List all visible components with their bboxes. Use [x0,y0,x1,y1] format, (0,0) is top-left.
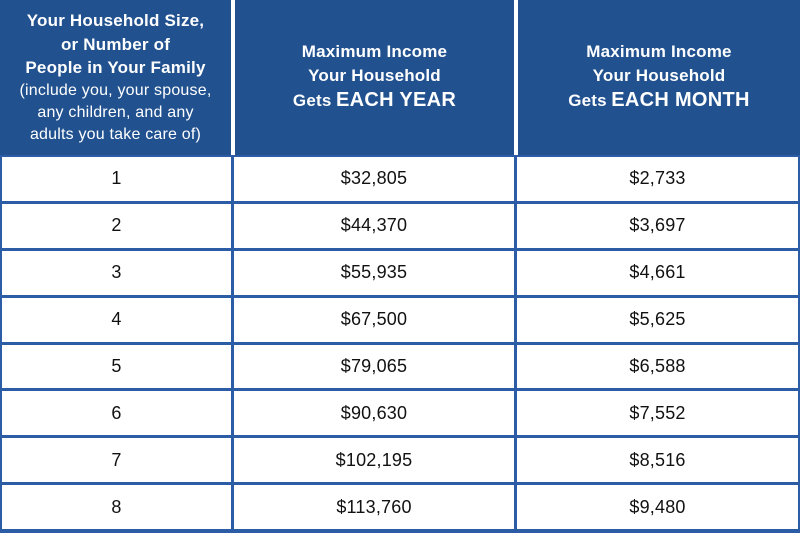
household-size-cell: 7 [111,449,122,470]
yearly-income-cell: $90,630 [231,391,514,436]
table-row: 5 $79,065 $6,588 [2,344,798,392]
monthly-income-cell: $8,516 [514,438,798,483]
monthly-income-cell: $3,697 [514,203,798,248]
household-size-cell: 6 [111,402,122,423]
header-line: Your Household Size, [26,11,205,31]
table-row: 4 $67,500 $5,625 [2,297,798,345]
household-size-cell: 3 [111,262,122,283]
table-row: 2 $44,370 $3,697 [2,203,798,251]
monthly-income-cell: $5,625 [514,297,798,342]
monthly-income-cell: $6,588 [514,344,798,389]
monthly-income-cell: $4,661 [514,250,798,295]
header-line: or Number of [60,34,171,54]
table-header-row: Your Household Size, or Number of People… [0,0,800,157]
household-size-cell: 8 [111,496,122,517]
table-row: 7 $102,195 $8,516 [2,438,798,486]
household-size-cell: 1 [111,168,122,189]
table-row: 6 $90,630 $7,552 [2,391,798,439]
header-line: Gets EACH MONTH [568,87,750,115]
header-line: Gets EACH YEAR [293,87,456,115]
header-line: (include you, your spouse, [19,81,212,99]
yearly-income-cell: $113,760 [231,485,514,529]
header-household-size: Your Household Size, or Number of People… [0,0,231,155]
header-line: People in Your Family [25,58,206,78]
table-body: 1 $32,805 $2,733 2 $44,370 $3,697 3 $55,… [0,157,800,533]
household-size-cell: 5 [111,355,122,376]
monthly-income-cell: $7,552 [514,391,798,436]
header-line: Maximum Income [301,42,448,62]
header-line: any children, and any [37,103,194,121]
yearly-income-cell: $55,935 [231,250,514,295]
header-monthly-income: Maximum Income Your Household Gets EACH … [514,0,800,155]
header-each-year-label: EACH YEAR [335,89,457,112]
header-line: Maximum Income [586,42,732,62]
header-each-month-label: EACH MONTH [611,89,750,112]
header-line: adults you take care of) [29,125,202,143]
header-yearly-income: Maximum Income Your Household Gets EACH … [231,0,514,155]
monthly-income-cell: $2,733 [514,157,798,201]
household-size-cell: 2 [111,215,122,236]
table-row: 8 $113,760 $9,480 [2,485,798,529]
monthly-income-cell: $9,480 [514,485,798,529]
header-line: Your Household [592,65,726,85]
header-gets-label: Gets [292,91,332,111]
table-row: 3 $55,935 $4,661 [2,250,798,298]
household-size-cell: 4 [111,309,122,330]
yearly-income-cell: $102,195 [231,438,514,483]
yearly-income-cell: $67,500 [231,297,514,342]
header-line: Your Household [308,65,441,85]
yearly-income-cell: $32,805 [231,157,514,201]
table-row: 1 $32,805 $2,733 [2,157,798,204]
header-gets-label: Gets [568,91,607,111]
yearly-income-cell: $44,370 [231,203,514,248]
yearly-income-cell: $79,065 [231,344,514,389]
